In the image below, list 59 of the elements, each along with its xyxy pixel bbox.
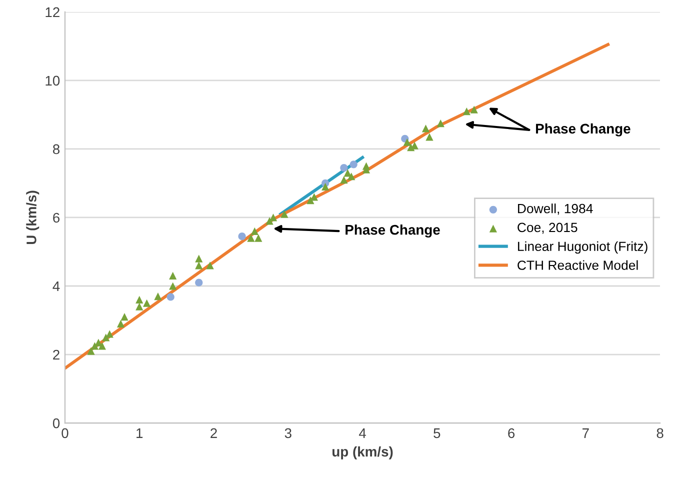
- point: [169, 282, 177, 290]
- point: [426, 133, 434, 141]
- x-tick-label: 0: [62, 428, 68, 438]
- point: [422, 124, 430, 132]
- point: [166, 293, 174, 301]
- legend-label: Linear Hugoniot (Fritz): [518, 241, 648, 254]
- point: [195, 262, 203, 270]
- legend-label: CTH Reactive Model: [518, 260, 638, 270]
- point: [436, 119, 444, 128]
- annotation: Phase Change: [536, 123, 630, 136]
- x-axis-title: up (km/s): [332, 446, 393, 460]
- y-tick-label: 6: [53, 212, 60, 223]
- point: [195, 254, 203, 262]
- y-tick-label: 0: [52, 418, 60, 428]
- x-tick-label: 5: [434, 428, 440, 438]
- legend-label: Coe, 2015: [518, 222, 578, 234]
- x-tick-label: 8: [656, 428, 664, 438]
- point: [470, 106, 478, 114]
- point: [136, 296, 144, 304]
- point: [306, 196, 314, 204]
- point: [247, 234, 255, 242]
- point: [98, 342, 106, 350]
- x-tick-label: 1: [136, 428, 143, 438]
- y-tick-label: 8: [53, 144, 60, 154]
- point: [322, 182, 330, 190]
- point: [250, 227, 258, 235]
- legend-label: Dowell, 1984: [518, 204, 593, 215]
- point: [169, 272, 177, 280]
- point: [90, 342, 99, 350]
- point: [340, 176, 348, 184]
- point: [403, 138, 411, 146]
- point: [340, 164, 348, 172]
- y-tick-label: 10: [46, 76, 60, 86]
- point: [238, 232, 246, 240]
- point: [116, 320, 125, 328]
- point: [344, 169, 352, 177]
- x-tick-label: 3: [284, 428, 292, 438]
- x-tick-label: 4: [358, 428, 366, 438]
- x-tick-label: 7: [582, 428, 589, 438]
- point: [136, 302, 144, 310]
- x-tick-label: 6: [508, 428, 515, 438]
- point: [462, 107, 470, 116]
- point: [254, 234, 262, 242]
- y-axis-title: U (km/s): [26, 190, 40, 244]
- point: [350, 160, 358, 168]
- point: [348, 172, 356, 180]
- point: [87, 347, 95, 355]
- point: [143, 299, 151, 307]
- x-tick-label: 2: [210, 428, 217, 438]
- point: [195, 278, 203, 286]
- y-tick-label: 4: [52, 281, 60, 292]
- point: [106, 330, 114, 338]
- point: [120, 313, 128, 321]
- annotation: Phase Change: [346, 224, 440, 238]
- y-tick-label: 12: [46, 7, 60, 17]
- point: [154, 292, 162, 300]
- y-tick-label: 2: [53, 350, 60, 360]
- point: [280, 210, 288, 218]
- point: [206, 262, 214, 270]
